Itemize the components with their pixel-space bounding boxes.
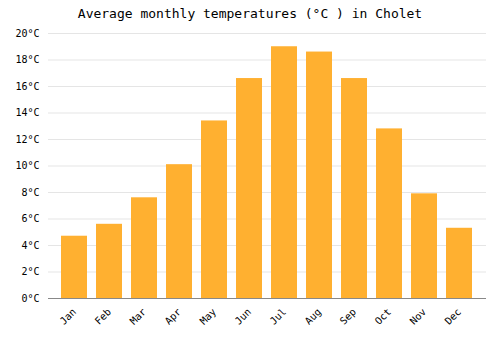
svg-text:Apr: Apr — [163, 306, 184, 327]
svg-text:Dec: Dec — [443, 306, 464, 327]
svg-text:May: May — [198, 306, 219, 327]
svg-text:10°C: 10°C — [15, 160, 39, 171]
svg-text:Oct: Oct — [373, 306, 394, 327]
svg-text:16°C: 16°C — [15, 81, 39, 92]
svg-text:Jul: Jul — [268, 306, 289, 327]
svg-text:14°C: 14°C — [15, 107, 39, 118]
svg-text:0°C: 0°C — [21, 293, 39, 304]
svg-text:6°C: 6°C — [21, 213, 39, 224]
svg-text:Mar: Mar — [128, 306, 149, 327]
svg-text:18°C: 18°C — [15, 54, 39, 65]
svg-text:4°C: 4°C — [21, 240, 39, 251]
svg-text:Nov: Nov — [408, 306, 429, 327]
svg-text:Aug: Aug — [303, 306, 324, 327]
svg-text:20°C: 20°C — [15, 28, 39, 39]
svg-text:Jun: Jun — [233, 306, 254, 327]
svg-text:8°C: 8°C — [21, 187, 39, 198]
svg-text:Sep: Sep — [338, 306, 359, 327]
svg-text:2°C: 2°C — [21, 266, 39, 277]
svg-text:12°C: 12°C — [15, 134, 39, 145]
html-text:Average monthly temperatures (: Average monthly temperatures (°C ) in Ch… — [77, 6, 423, 21]
svg-text:Feb: Feb — [93, 306, 114, 327]
svg-text:Jan: Jan — [58, 306, 79, 327]
